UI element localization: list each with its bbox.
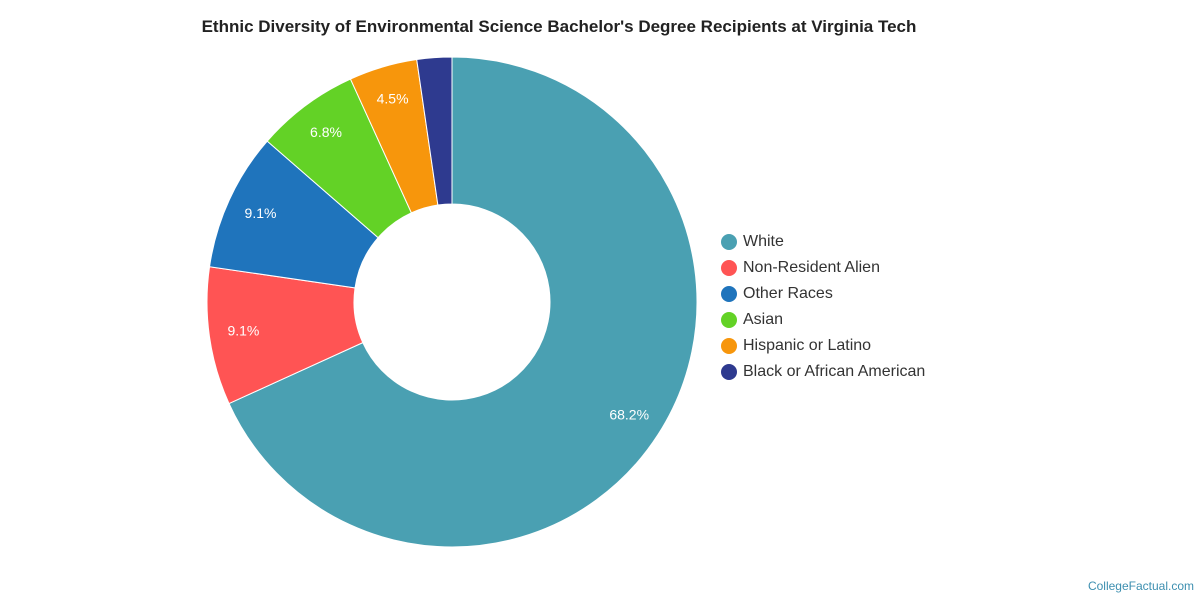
legend: White Non-Resident Alien Other Races Asian H… <box>721 229 925 385</box>
legend-swatch-icon <box>721 260 737 276</box>
legend-item-non-resident-alien[interactable]: Non-Resident Alien <box>721 255 925 281</box>
data-label-hispanic-or-latino: 4.5% <box>377 91 409 107</box>
legend-label: Hispanic or Latino <box>743 337 872 354</box>
slice-black-or-african-american[interactable] <box>416 56 453 206</box>
legend-label: Non-Resident Alien <box>743 259 880 276</box>
data-labels-group: 68.2% 9.1% 9.1% 6.8% 4.5% <box>227 91 649 423</box>
data-label-non-resident-alien: 9.1% <box>227 322 259 338</box>
chart-title: Ethnic Diversity of Environmental Scienc… <box>201 17 917 36</box>
legend-swatch-icon <box>721 338 737 354</box>
data-label-other-races: 9.1% <box>245 205 277 221</box>
source-credit[interactable]: CollegeFactual.com <box>1087 579 1194 593</box>
legend-label: Other Races <box>743 285 833 302</box>
slice-white[interactable] <box>228 56 698 548</box>
legend-item-asian[interactable]: Asian <box>721 307 925 333</box>
legend-item-hispanic-or-latino[interactable]: Hispanic or Latino <box>721 333 925 359</box>
legend-item-other-races[interactable]: Other Races <box>721 281 925 307</box>
data-label-white: 68.2% <box>609 407 649 423</box>
legend-label: White <box>743 233 784 250</box>
legend-item-black-or-african-american[interactable]: Black or African American <box>721 359 925 385</box>
legend-swatch-icon <box>721 312 737 328</box>
legend-swatch-icon <box>721 364 737 380</box>
legend-label: Asian <box>743 311 784 328</box>
legend-swatch-icon <box>721 286 737 302</box>
legend-item-white[interactable]: White <box>721 229 925 255</box>
legend-swatch-icon <box>721 234 737 250</box>
slices-group <box>206 56 698 548</box>
data-label-asian: 6.8% <box>310 124 342 140</box>
legend-label: Black or African American <box>743 363 926 380</box>
